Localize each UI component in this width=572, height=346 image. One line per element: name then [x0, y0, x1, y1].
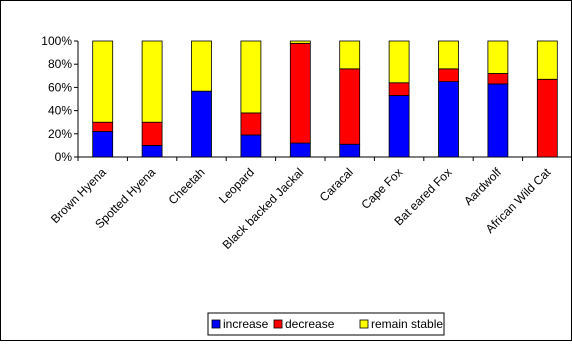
- legend-box: [207, 312, 445, 336]
- y-tick-label: 0%: [55, 150, 73, 164]
- legend: increase decrease remain stable: [207, 312, 445, 336]
- legend-swatch-remain-stable: [359, 319, 369, 329]
- bar-segment-decrease: [289, 42, 311, 144]
- bar-segment-increase: [388, 95, 410, 158]
- bar-segment-remain-stable: [339, 40, 361, 70]
- bar-segment-increase: [92, 131, 114, 158]
- bar-segment-increase: [191, 90, 212, 158]
- bar-segment-increase: [141, 144, 163, 158]
- bar-segment-remain-stable: [240, 40, 262, 114]
- bar-segment-decrease: [339, 68, 361, 145]
- y-tick-label: 20%: [48, 127, 72, 141]
- legend-label-remain-stable: remain stable: [371, 317, 443, 331]
- legend-swatch-decrease: [273, 319, 283, 329]
- bar-segment-remain-stable: [388, 40, 410, 84]
- bar-segment-decrease: [536, 78, 558, 158]
- legend-label-increase: increase: [223, 317, 269, 331]
- bar-segment-decrease: [92, 121, 114, 132]
- bar-segment-remain-stable: [191, 40, 212, 92]
- bar-segment-increase: [339, 143, 361, 158]
- bar-segment-remain-stable: [438, 40, 459, 70]
- y-tick-label: 100%: [41, 34, 72, 48]
- bar-segment-remain-stable: [92, 40, 114, 123]
- y-tick-label: 40%: [48, 104, 72, 118]
- bar-segment-remain-stable: [289, 40, 311, 44]
- bar-segment-decrease: [388, 82, 410, 96]
- bar-segment-remain-stable: [487, 40, 509, 74]
- bar-segment-increase: [289, 142, 311, 158]
- bar-segment-increase: [438, 81, 459, 158]
- bar-segment-decrease: [438, 68, 459, 82]
- y-tick-label: 80%: [48, 57, 72, 71]
- bar-segment-decrease: [240, 112, 262, 136]
- bar-segment-increase: [487, 83, 509, 158]
- legend-swatch-increase: [211, 319, 221, 329]
- bar-segment-remain-stable: [536, 40, 558, 80]
- y-tick-label: 60%: [48, 80, 72, 94]
- bar-segment-decrease: [487, 73, 509, 85]
- legend-label-decrease: decrease: [285, 317, 335, 331]
- bar-segment-increase: [240, 134, 262, 158]
- bar-segment-decrease: [141, 121, 163, 146]
- bar-segment-remain-stable: [141, 40, 163, 123]
- bars-group: [92, 40, 558, 158]
